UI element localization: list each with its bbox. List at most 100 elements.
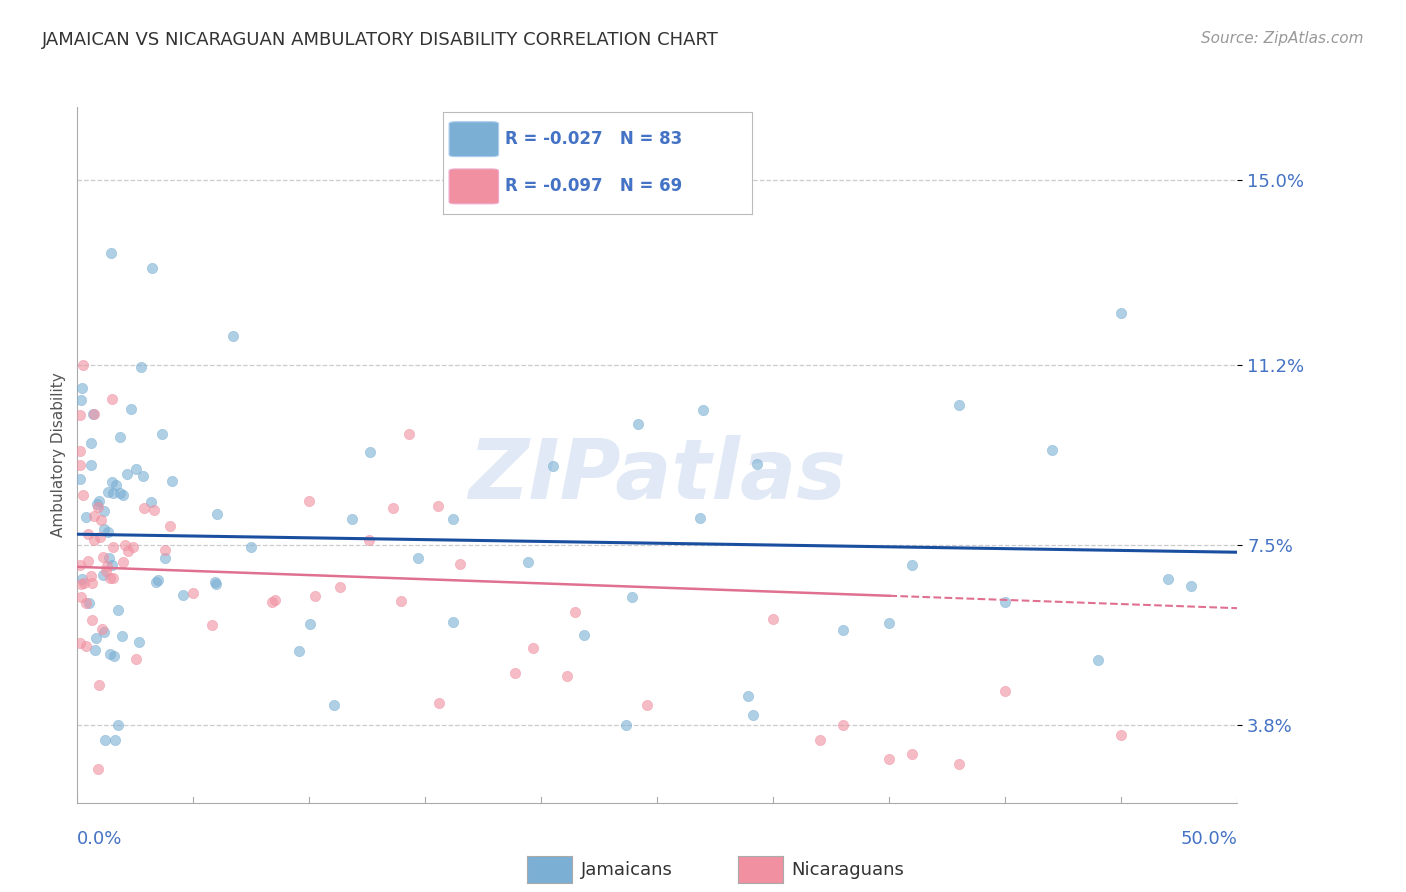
Point: [329, 580, 352, 594]
FancyBboxPatch shape: [449, 169, 499, 204]
Text: ZIPatlas: ZIPatlas: [468, 435, 846, 516]
Point: [636, 698, 658, 713]
Point: [115, 467, 138, 481]
Point: [110, 486, 132, 500]
Point: [555, 669, 578, 683]
Point: [75, 509, 97, 524]
Point: [621, 590, 644, 604]
Text: R = -0.027   N = 83: R = -0.027 N = 83: [505, 130, 682, 148]
Point: [381, 501, 404, 516]
Point: [304, 589, 326, 603]
Point: [73, 576, 96, 591]
Point: [159, 519, 181, 533]
Point: [70, 591, 93, 605]
Point: [359, 445, 381, 459]
Point: [100, 571, 122, 585]
Text: Jamaicans: Jamaicans: [581, 861, 672, 879]
Point: [240, 540, 263, 554]
Point: [91, 549, 114, 564]
Point: [69, 472, 91, 486]
Point: [132, 501, 155, 516]
Point: [87, 762, 110, 776]
Point: [112, 488, 135, 502]
Point: [101, 475, 124, 489]
Point: [70, 572, 93, 586]
Point: [77, 595, 100, 609]
Point: [1111, 728, 1133, 742]
Point: [98, 550, 121, 565]
Point: [70, 577, 93, 591]
Point: [101, 558, 124, 573]
Point: [1180, 579, 1202, 593]
Point: [204, 574, 226, 589]
Point: [101, 392, 124, 406]
Point: [69, 408, 91, 422]
Point: [614, 718, 637, 732]
Point: [72, 358, 94, 372]
Point: [111, 555, 134, 569]
Point: [90, 513, 112, 527]
Point: [75, 640, 97, 654]
Point: [83, 508, 105, 523]
Point: [627, 417, 650, 431]
Point: [762, 612, 785, 626]
Point: [172, 588, 194, 602]
Point: [103, 649, 125, 664]
Point: [87, 500, 110, 515]
Text: Nicaraguans: Nicaraguans: [792, 861, 904, 879]
Point: [69, 636, 91, 650]
Point: [83, 533, 105, 547]
Point: [89, 494, 111, 508]
Point: [111, 629, 134, 643]
Point: [70, 393, 93, 408]
Point: [93, 503, 115, 517]
Point: [107, 718, 129, 732]
Point: [80, 436, 103, 450]
Point: [86, 497, 108, 511]
Point: [808, 732, 831, 747]
Point: [104, 732, 127, 747]
Point: [564, 605, 586, 619]
Point: [948, 398, 970, 412]
Point: [121, 540, 143, 554]
Point: [1040, 443, 1063, 458]
Point: [125, 462, 148, 476]
Point: [877, 752, 901, 766]
Point: [901, 558, 924, 572]
Point: [427, 696, 450, 710]
Point: [832, 718, 855, 732]
Point: [97, 485, 120, 500]
Point: [105, 478, 128, 492]
Point: [517, 555, 540, 569]
Point: [100, 246, 122, 260]
Point: [574, 628, 596, 642]
Point: [84, 631, 107, 645]
Point: [145, 574, 167, 589]
Point: [1156, 573, 1178, 587]
Point: [90, 622, 112, 636]
Point: [357, 533, 380, 547]
Point: [91, 568, 114, 582]
Point: [131, 360, 153, 375]
Point: [93, 522, 115, 536]
Point: [70, 381, 93, 395]
Point: [69, 458, 91, 472]
Point: [153, 542, 176, 557]
Point: [96, 558, 118, 573]
Text: 50.0%: 50.0%: [1181, 830, 1237, 847]
Point: [287, 644, 309, 658]
Point: [96, 564, 118, 578]
Text: R = -0.097   N = 69: R = -0.097 N = 69: [505, 178, 682, 195]
Point: [76, 527, 98, 541]
Point: [340, 512, 363, 526]
Point: [745, 457, 768, 471]
Point: [264, 593, 287, 607]
Point: [948, 756, 970, 771]
Point: [205, 577, 228, 591]
Point: [153, 551, 176, 566]
Point: [181, 586, 204, 600]
Point: [522, 640, 544, 655]
Point: [139, 495, 162, 509]
Point: [120, 402, 142, 417]
Point: [298, 493, 321, 508]
